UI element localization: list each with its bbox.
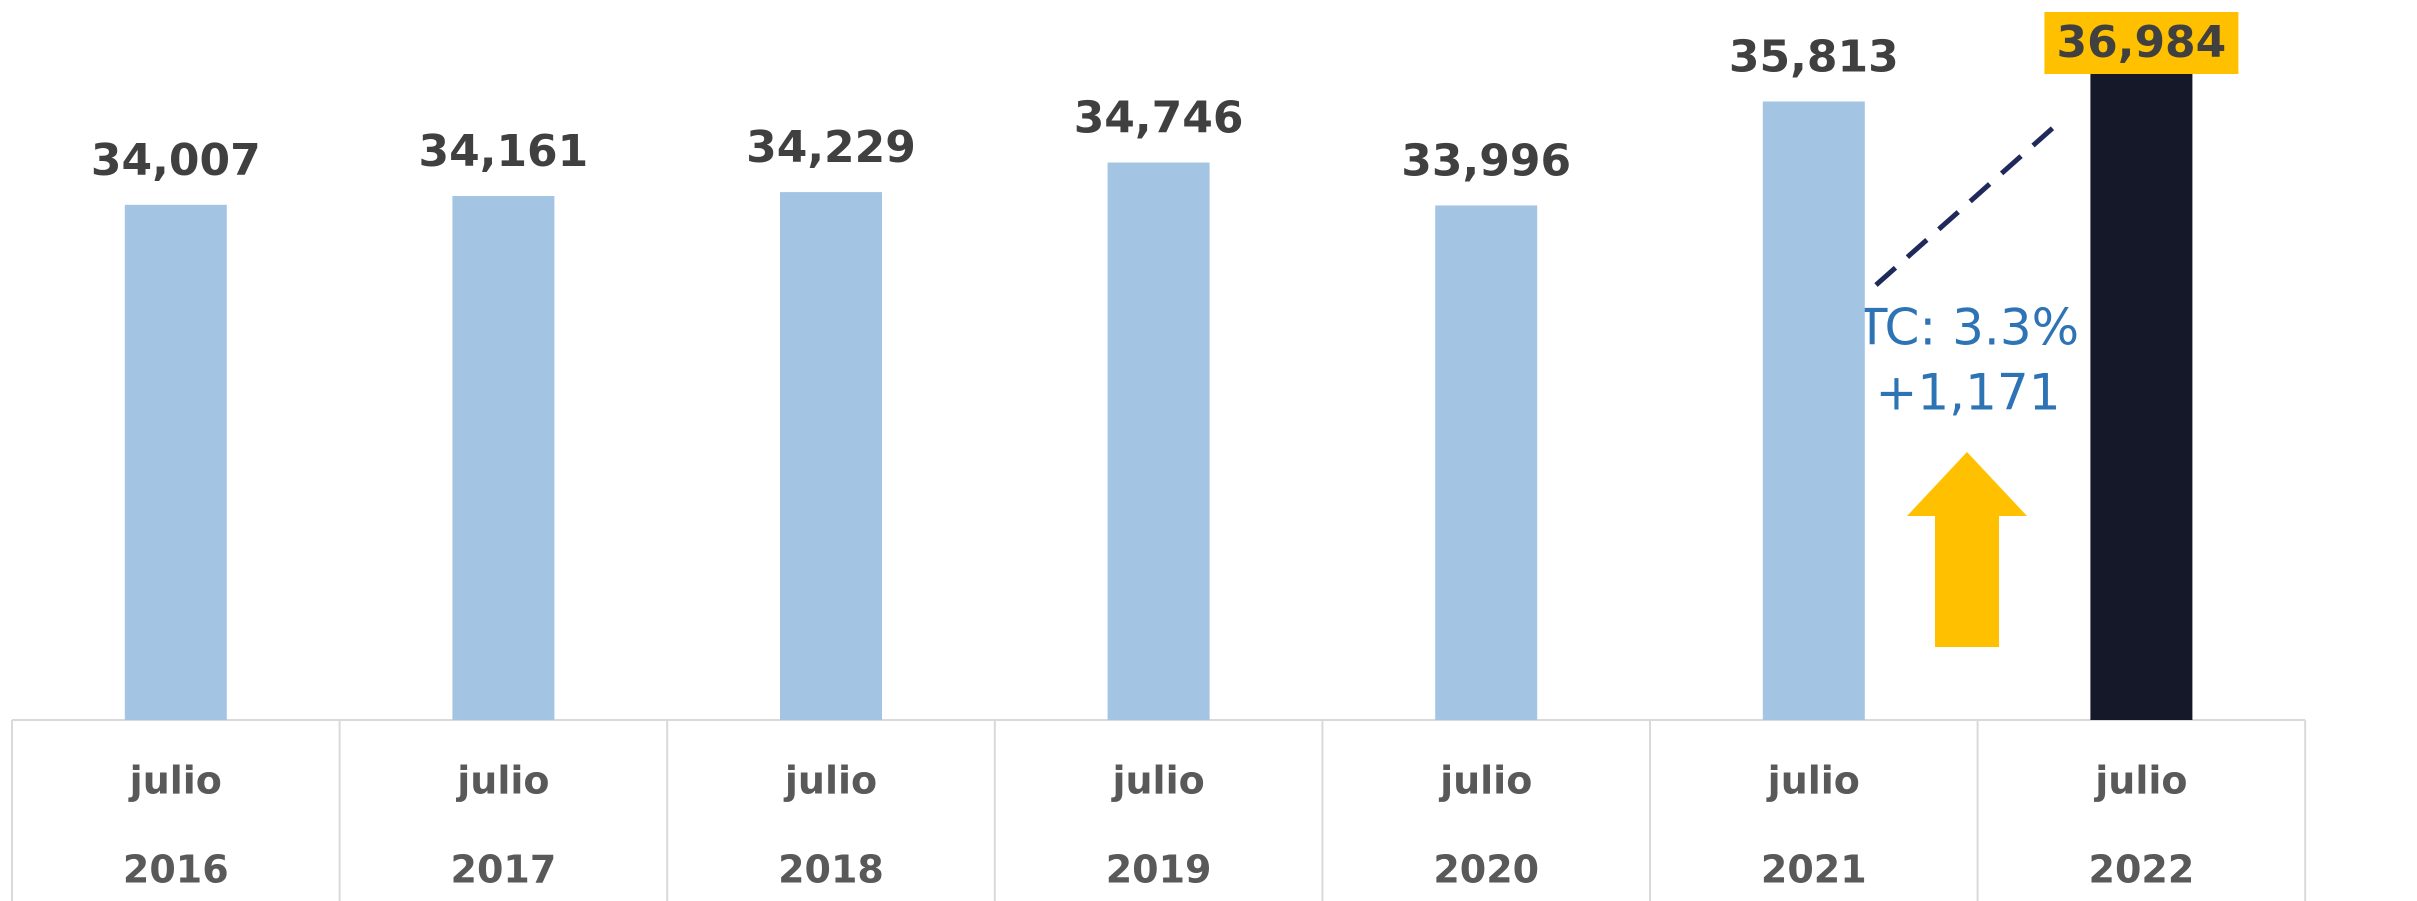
value-label: 34,007 xyxy=(91,135,261,186)
x-tick-label: julio xyxy=(783,759,877,803)
x-tick-label: julio xyxy=(1766,759,1860,803)
x-tick-label: julio xyxy=(1110,759,1204,803)
x-tick-label: julio xyxy=(128,759,222,803)
bar xyxy=(1107,162,1210,720)
value-label: 35,813 xyxy=(1729,31,1899,82)
x-tick-label: 2017 xyxy=(451,848,557,892)
bar xyxy=(1435,205,1538,720)
annotation: TC: 3.3% xyxy=(1856,299,2079,357)
x-tick-label: 2020 xyxy=(1433,848,1539,892)
x-tick-label: 2016 xyxy=(123,848,229,892)
value-label: 36,984 xyxy=(2057,17,2227,68)
bar xyxy=(780,192,882,720)
bar xyxy=(124,204,227,720)
x-tick-label: 2019 xyxy=(1106,848,1212,892)
value-label: 34,229 xyxy=(746,122,916,173)
annotation: +1,171 xyxy=(1875,364,2060,422)
value-label: 34,161 xyxy=(419,126,589,177)
x-tick-label: julio xyxy=(455,759,549,803)
x-tick-label: julio xyxy=(1438,759,1532,803)
x-tick-label: 2021 xyxy=(1761,848,1867,892)
value-label: 33,996 xyxy=(1401,135,1571,186)
bar xyxy=(2090,34,2193,721)
bar xyxy=(1762,101,1865,720)
value-label-box xyxy=(2044,12,2239,74)
up-arrow xyxy=(1907,452,2027,647)
x-tick-label: julio xyxy=(2093,759,2187,803)
x-tick-label: 2022 xyxy=(2089,848,2195,892)
trend-line xyxy=(1874,124,2057,287)
x-tick-label: 2018 xyxy=(778,848,884,892)
value-label: 34,746 xyxy=(1074,93,1244,144)
bar xyxy=(452,195,555,721)
